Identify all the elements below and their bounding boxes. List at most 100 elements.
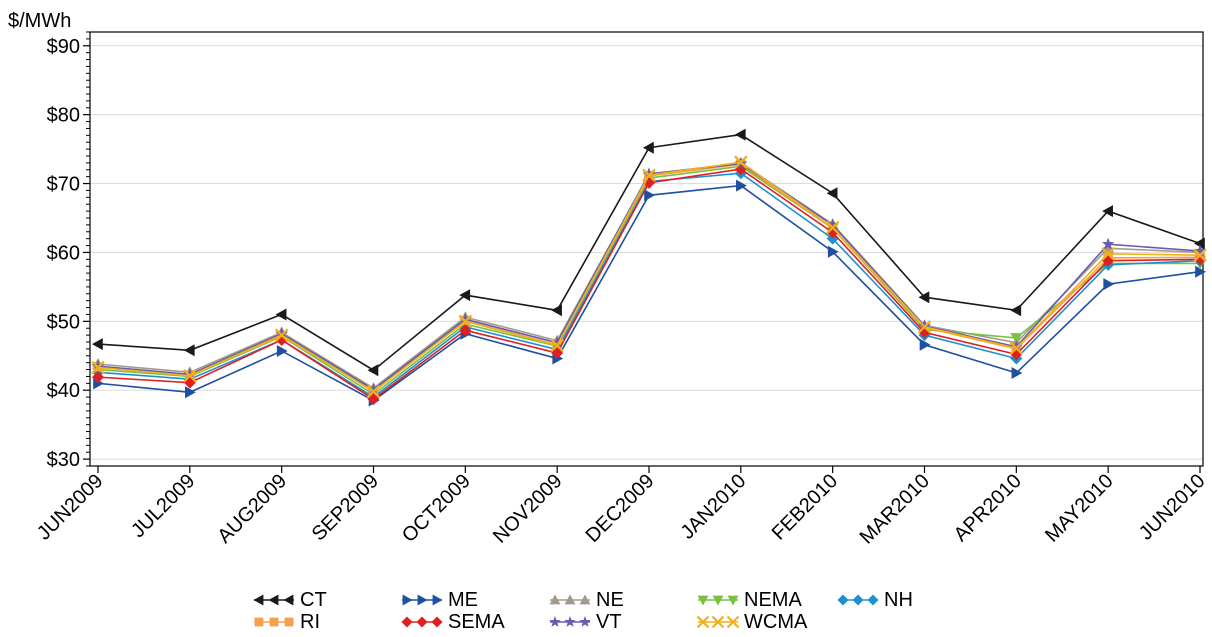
legend-marker [727, 595, 739, 606]
legend-swatch [696, 615, 740, 629]
x-tick-label: JUL2009 [127, 470, 199, 542]
legend-swatch [697, 595, 739, 606]
legend-marker [564, 615, 576, 627]
data-point [275, 308, 287, 321]
data-point [1009, 341, 1024, 355]
data-point [1195, 265, 1206, 278]
data-point [643, 141, 654, 154]
legend-marker [696, 615, 710, 629]
legend-marker [416, 616, 428, 628]
data-point [185, 386, 196, 399]
legend-marker [837, 594, 849, 606]
data-point [917, 320, 932, 334]
legend-swatch [549, 615, 591, 627]
legend-marker [431, 616, 443, 628]
legend-marker [269, 617, 279, 627]
legend-marker [867, 594, 879, 606]
data-point [644, 189, 655, 202]
series-wcma [91, 155, 1207, 399]
legend-marker [549, 615, 561, 627]
legend-swatch [549, 594, 591, 605]
x-axis: JUN2009 JUL2009 AUG2009 SEP2009 OCT2009 NOV20… [33, 466, 1210, 548]
legend-item-ri: RI [252, 611, 320, 633]
data-point [367, 382, 380, 395]
x-tick-label: AUG2009 [214, 470, 292, 548]
legend-marker [253, 594, 264, 606]
data-point [459, 312, 472, 325]
x-tick-label: FEB2010 [768, 470, 843, 545]
data-point [274, 328, 289, 342]
legend-marker [284, 617, 294, 627]
series-line [97, 165, 1200, 396]
y-tick-label: $70 [47, 174, 80, 196]
y-axis-label: $/MWh [8, 10, 71, 32]
series-ct [92, 128, 1205, 377]
legend-item-vt: VT [548, 611, 622, 633]
data-point [826, 187, 838, 200]
data-point [459, 324, 472, 337]
data-point [183, 367, 197, 380]
legend-label: ME [448, 589, 478, 611]
x-tick-label: DEC2009 [582, 470, 659, 547]
legend-label: CT [300, 589, 327, 611]
series-line [97, 168, 1201, 401]
data-point [827, 245, 839, 258]
x-tick-label: OCT2009 [398, 470, 475, 547]
y-tick-label: $30 [47, 449, 80, 471]
series-sema [92, 163, 1206, 406]
legend-label: NH [884, 589, 913, 611]
data-point [1101, 237, 1115, 250]
legend-swatch [402, 594, 443, 606]
data-point [91, 359, 105, 372]
data-point [551, 347, 564, 360]
data-point [825, 220, 840, 235]
y-axis: $30 $40 $50 $60 $70 $80 $90 [47, 31, 90, 471]
legend-swatch [253, 594, 294, 606]
legend-item-nema: NEMA [696, 589, 802, 611]
data-point [1102, 205, 1113, 218]
x-tick-label: MAR2010 [856, 470, 934, 548]
data-point [367, 364, 379, 377]
x-tick-label: MAY2010 [1041, 470, 1118, 547]
legend-marker [549, 594, 561, 605]
data-point [1194, 237, 1205, 250]
legend-item-sema: SEMA [400, 611, 505, 633]
data-point [642, 167, 656, 180]
data-point [1010, 340, 1023, 353]
data-point [1103, 278, 1115, 291]
data-point [551, 304, 562, 317]
legend-marker [268, 594, 279, 606]
x-tick-label: JUN2010 [1135, 470, 1210, 545]
series-line [97, 184, 1201, 402]
legend-item-wcma: WCMA [696, 611, 807, 633]
y-tick-label: $60 [47, 242, 80, 264]
data-point [1101, 247, 1115, 261]
data-point [366, 384, 381, 399]
data-point [276, 344, 288, 357]
legend-swatch [254, 617, 294, 627]
legend-marker [283, 594, 294, 606]
data-point [183, 368, 197, 383]
data-point [1011, 367, 1023, 379]
legend-marker [712, 595, 724, 606]
legend-item-ne: NE [548, 589, 624, 611]
series-line [97, 172, 1201, 399]
legend-item-ct: CT [252, 589, 327, 611]
legend-item-me: ME [400, 589, 478, 611]
data-point [458, 314, 473, 329]
legend-marker [852, 594, 864, 606]
data-point [918, 291, 930, 304]
legend-marker [432, 594, 443, 606]
legend-marker [564, 594, 576, 605]
x-tick-label: SEP2009 [308, 470, 383, 545]
data-point [1194, 253, 1206, 266]
data-point [92, 338, 103, 351]
legend-marker [697, 595, 709, 606]
legend-marker [726, 615, 740, 629]
data-point [919, 338, 931, 351]
data-point [736, 179, 747, 192]
y-tick-label: $50 [47, 311, 80, 333]
data-point [826, 218, 839, 231]
x-tick-label: NOV2009 [489, 470, 567, 548]
x-tick-label: JAN2010 [677, 470, 751, 544]
